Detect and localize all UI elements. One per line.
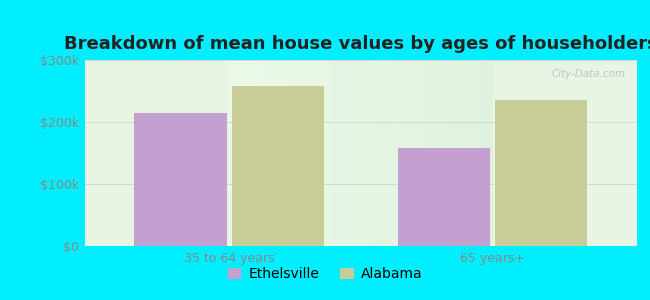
Bar [135, 113, 227, 246]
Bar [398, 148, 489, 246]
Text: City-Data.com: City-Data.com [552, 69, 626, 79]
Title: Breakdown of mean house values by ages of householders: Breakdown of mean house values by ages o… [64, 35, 650, 53]
Bar [232, 86, 324, 246]
Legend: Ethelsville, Alabama: Ethelsville, Alabama [222, 262, 428, 287]
Bar [495, 100, 587, 246]
